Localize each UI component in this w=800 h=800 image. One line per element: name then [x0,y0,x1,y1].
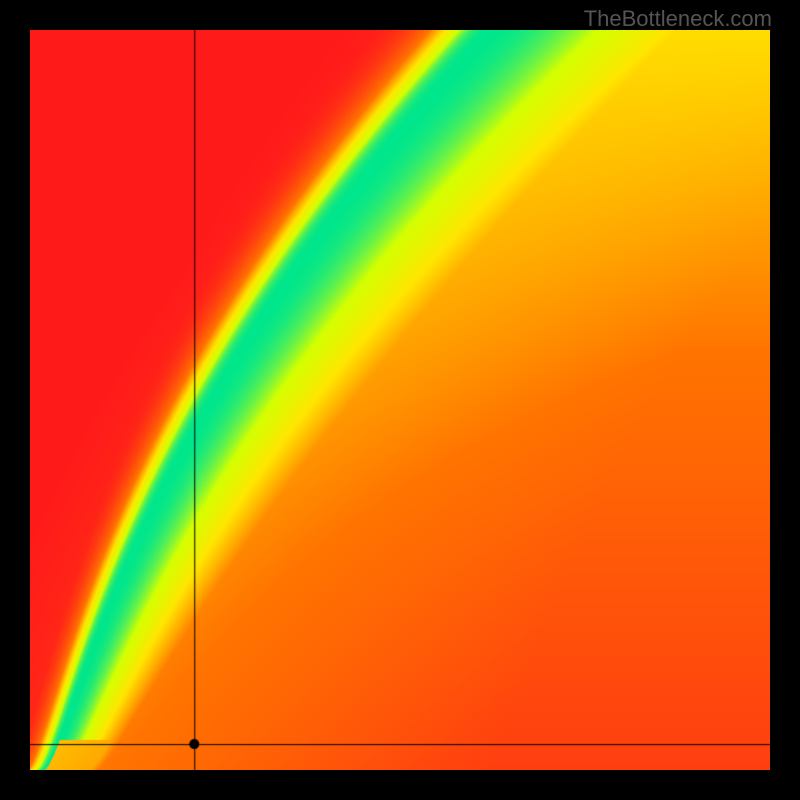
heatmap-canvas [30,30,770,770]
heatmap-chart [30,30,770,770]
watermark-text: TheBottleneck.com [584,6,772,32]
